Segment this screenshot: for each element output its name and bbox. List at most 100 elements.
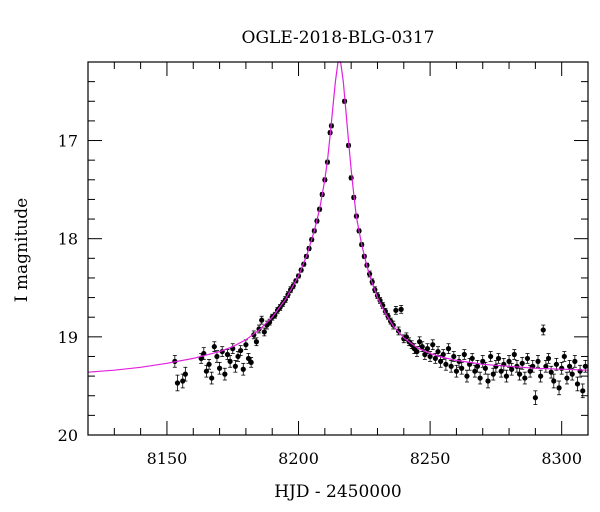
data-point <box>416 339 423 345</box>
data-point <box>543 363 549 369</box>
data-point <box>440 351 446 358</box>
data-point <box>480 358 486 364</box>
data-point <box>430 342 436 348</box>
data-point <box>451 353 457 360</box>
data-point <box>488 353 494 360</box>
data-point <box>432 355 438 362</box>
data-point <box>464 373 470 379</box>
data-point <box>424 346 431 352</box>
data-point <box>553 361 560 367</box>
data-point <box>232 363 238 369</box>
data-point <box>248 359 254 365</box>
data-point <box>509 366 515 372</box>
data-point <box>461 351 467 358</box>
data-point <box>259 317 265 323</box>
data-point <box>427 353 433 360</box>
data-point <box>206 361 212 367</box>
data-point <box>545 355 552 362</box>
data-point <box>238 347 244 354</box>
data-point <box>438 358 444 364</box>
data-point <box>511 351 517 358</box>
axis-tick-labels: 8150 8200 8250 8300 17 18 19 20 <box>58 132 582 468</box>
y-tick-label: 19 <box>58 328 78 347</box>
data-point <box>495 355 502 362</box>
x-tick-label: 8250 <box>410 449 451 468</box>
data-point <box>448 363 454 369</box>
data-point <box>522 375 528 381</box>
data-point <box>459 365 465 371</box>
data-point <box>435 348 441 355</box>
y-tick-label: 20 <box>58 426 78 445</box>
data-point <box>524 355 531 362</box>
data-point <box>203 368 210 374</box>
data-point <box>180 378 186 384</box>
data-point <box>566 363 573 369</box>
data-point <box>472 368 478 374</box>
data-point <box>272 312 278 318</box>
x-tick-label: 8150 <box>147 449 188 468</box>
data-point <box>477 375 483 381</box>
data-point <box>214 353 220 360</box>
data-point <box>348 175 354 181</box>
y-axis-label: I magnitude <box>12 198 32 302</box>
data-points <box>172 98 588 405</box>
data-point <box>222 371 228 377</box>
data-point <box>564 375 570 381</box>
data-point <box>482 365 488 371</box>
data-point <box>224 351 231 358</box>
data-point <box>485 378 491 384</box>
data-point <box>227 358 233 364</box>
chart-title: OGLE-2018-BLG-0317 <box>242 28 435 48</box>
data-point <box>393 307 399 313</box>
data-point <box>580 388 586 394</box>
data-point <box>182 371 188 377</box>
y-tick-label: 18 <box>58 230 78 249</box>
x-tick-label: 8300 <box>541 449 582 468</box>
data-point <box>174 380 181 386</box>
data-point <box>582 363 588 369</box>
data-point <box>474 363 481 369</box>
data-point <box>253 339 260 345</box>
data-point <box>445 346 452 352</box>
data-point <box>535 358 541 364</box>
x-tick-label: 8200 <box>278 449 319 468</box>
axis-ticks <box>88 61 589 436</box>
data-point <box>527 368 533 374</box>
data-point <box>559 365 565 371</box>
data-point <box>540 327 546 333</box>
data-point <box>469 355 475 362</box>
data-point <box>422 351 428 358</box>
data-point <box>419 344 425 350</box>
data-point <box>503 373 510 379</box>
data-point <box>414 348 420 355</box>
data-point <box>551 378 557 384</box>
data-point <box>209 375 215 381</box>
data-point <box>211 344 217 350</box>
data-point <box>548 369 554 375</box>
data-point <box>538 373 544 379</box>
data-point <box>498 368 504 374</box>
data-point <box>490 371 496 377</box>
data-point <box>493 363 499 369</box>
data-point <box>235 353 241 360</box>
data-point <box>561 353 567 360</box>
data-point <box>443 361 449 367</box>
y-tick-label: 17 <box>58 132 78 151</box>
data-point <box>216 365 223 371</box>
x-axis-label: HJD - 2450000 <box>274 482 402 502</box>
data-point <box>569 371 575 377</box>
data-point <box>243 342 249 348</box>
data-point <box>261 329 267 335</box>
plot-frame <box>87 61 589 436</box>
data-point <box>572 358 578 364</box>
data-point <box>453 368 460 374</box>
data-point <box>556 385 562 391</box>
data-point <box>398 306 404 312</box>
data-point <box>519 360 525 366</box>
model-curve <box>87 61 589 373</box>
data-point <box>506 358 512 364</box>
data-point <box>574 381 581 387</box>
data-point <box>240 366 246 372</box>
data-point <box>516 371 523 377</box>
